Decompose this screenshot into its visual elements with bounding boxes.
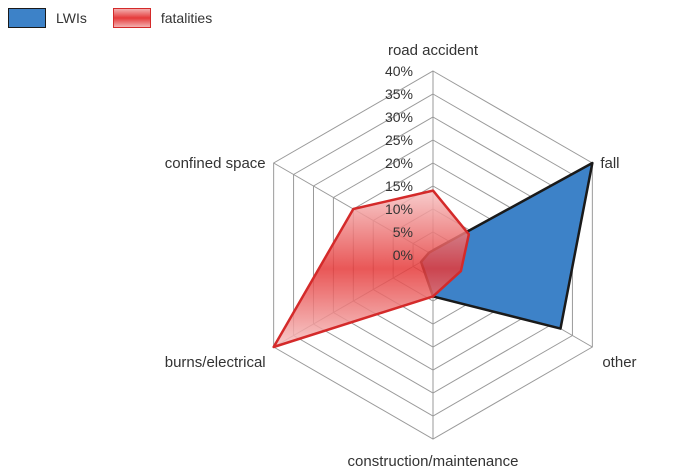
tick-label: 30% [385, 109, 413, 125]
category-label: other [602, 354, 636, 371]
category-label: fall [600, 155, 619, 172]
tick-label: 35% [385, 86, 413, 102]
category-label: confined space [165, 155, 266, 172]
tick-label: 5% [393, 224, 413, 240]
series-fatalities-area [274, 191, 469, 347]
category-label: road accident [388, 42, 479, 59]
tick-label: 10% [385, 201, 413, 217]
category-label: construction/maintenance [348, 453, 519, 466]
tick-label: 20% [385, 155, 413, 171]
tick-label: 0% [393, 247, 413, 263]
tick-label: 40% [385, 63, 413, 79]
tick-label: 15% [385, 178, 413, 194]
tick-label: 25% [385, 132, 413, 148]
category-label: burns/electrical [165, 354, 266, 371]
